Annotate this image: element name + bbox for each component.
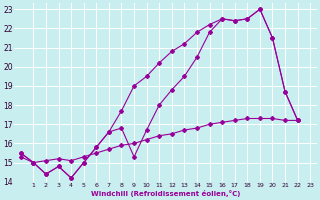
X-axis label: Windchill (Refroidissement éolien,°C): Windchill (Refroidissement éolien,°C) [91, 190, 240, 197]
